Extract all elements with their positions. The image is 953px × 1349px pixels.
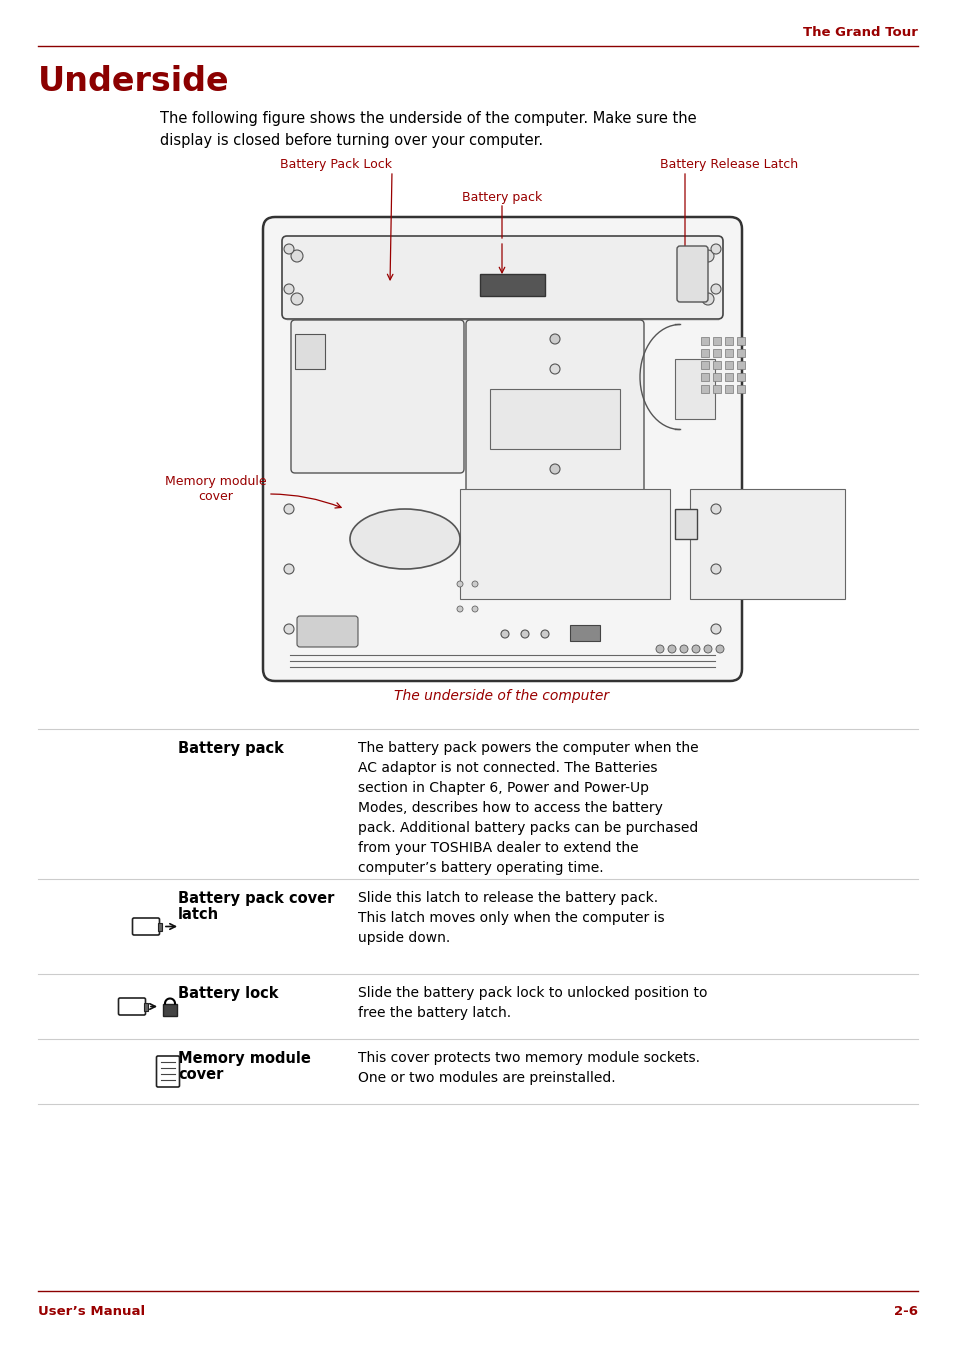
Text: Underside: Underside (38, 65, 230, 98)
Bar (712, 384, 720, 393)
Bar (700, 362, 708, 370)
Circle shape (701, 293, 713, 305)
Bar (737, 349, 744, 357)
Bar (737, 374, 744, 380)
Bar (294, 335, 325, 370)
Bar (459, 488, 669, 599)
Circle shape (667, 645, 676, 653)
Text: Memory module
cover: Memory module cover (165, 475, 267, 503)
Circle shape (550, 464, 559, 473)
Bar (724, 362, 732, 370)
Circle shape (703, 645, 711, 653)
Circle shape (540, 630, 548, 638)
Circle shape (691, 645, 700, 653)
FancyBboxPatch shape (465, 320, 643, 492)
Bar (675, 509, 697, 540)
Bar (712, 374, 720, 380)
Text: Battery Release Latch: Battery Release Latch (659, 158, 798, 171)
Bar (689, 488, 844, 599)
Circle shape (456, 581, 462, 587)
Text: Battery pack: Battery pack (178, 741, 284, 755)
Circle shape (284, 625, 294, 634)
Bar (712, 337, 720, 345)
Bar (700, 337, 708, 345)
Text: Battery pack: Battery pack (461, 192, 541, 204)
Bar (490, 389, 619, 449)
Circle shape (710, 505, 720, 514)
Circle shape (472, 581, 477, 587)
Text: The underside of the computer: The underside of the computer (394, 689, 609, 703)
Circle shape (520, 630, 529, 638)
Text: This cover protects two memory module sockets.
One or two modules are preinstall: This cover protects two memory module so… (357, 1051, 700, 1085)
Bar (724, 349, 732, 357)
FancyBboxPatch shape (296, 616, 357, 648)
Text: Battery lock: Battery lock (178, 986, 278, 1001)
FancyBboxPatch shape (118, 998, 146, 1014)
Bar (712, 349, 720, 357)
Text: The following figure shows the underside of the computer. Make sure the
display : The following figure shows the underside… (160, 111, 696, 148)
Circle shape (550, 364, 559, 374)
Bar (700, 374, 708, 380)
Bar (700, 349, 708, 357)
FancyBboxPatch shape (132, 919, 159, 935)
Circle shape (500, 630, 509, 638)
FancyBboxPatch shape (677, 246, 707, 302)
Text: Battery Pack Lock: Battery Pack Lock (280, 158, 392, 171)
Ellipse shape (350, 509, 459, 569)
Bar (737, 337, 744, 345)
Text: Slide the battery pack lock to unlocked position to
free the battery latch.: Slide the battery pack lock to unlocked … (357, 986, 707, 1020)
Text: The battery pack powers the computer when the
AC adaptor is not connected. The B: The battery pack powers the computer whe… (357, 741, 698, 876)
Bar (724, 384, 732, 393)
Bar (724, 374, 732, 380)
Circle shape (284, 505, 294, 514)
Text: latch: latch (178, 907, 219, 921)
Text: Battery pack cover: Battery pack cover (178, 890, 334, 907)
Bar (724, 337, 732, 345)
Bar (700, 384, 708, 393)
Bar (737, 384, 744, 393)
Circle shape (291, 293, 303, 305)
FancyBboxPatch shape (156, 1056, 179, 1087)
Circle shape (456, 606, 462, 612)
Circle shape (472, 606, 477, 612)
Bar (144, 1002, 148, 1010)
Circle shape (656, 645, 663, 653)
Text: 2-6: 2-6 (893, 1304, 917, 1318)
Bar (569, 625, 599, 641)
FancyBboxPatch shape (291, 320, 463, 473)
Bar (163, 1004, 177, 1016)
Text: The Grand Tour: The Grand Tour (802, 26, 917, 39)
Circle shape (710, 285, 720, 294)
Circle shape (284, 285, 294, 294)
Circle shape (710, 564, 720, 575)
Bar (479, 274, 544, 295)
FancyBboxPatch shape (282, 236, 722, 318)
Circle shape (716, 645, 723, 653)
Circle shape (710, 244, 720, 254)
Circle shape (284, 564, 294, 575)
Text: Slide this latch to release the battery pack.
This latch moves only when the com: Slide this latch to release the battery … (357, 890, 664, 946)
Text: User’s Manual: User’s Manual (38, 1304, 145, 1318)
Circle shape (710, 625, 720, 634)
Circle shape (550, 335, 559, 344)
Bar (675, 359, 714, 420)
Text: Memory module: Memory module (178, 1051, 311, 1066)
Circle shape (701, 250, 713, 262)
Circle shape (284, 244, 294, 254)
Bar (712, 362, 720, 370)
Circle shape (291, 250, 303, 262)
FancyBboxPatch shape (263, 217, 741, 681)
Text: cover: cover (178, 1067, 223, 1082)
Bar (158, 923, 162, 931)
Circle shape (679, 645, 687, 653)
Bar (737, 362, 744, 370)
